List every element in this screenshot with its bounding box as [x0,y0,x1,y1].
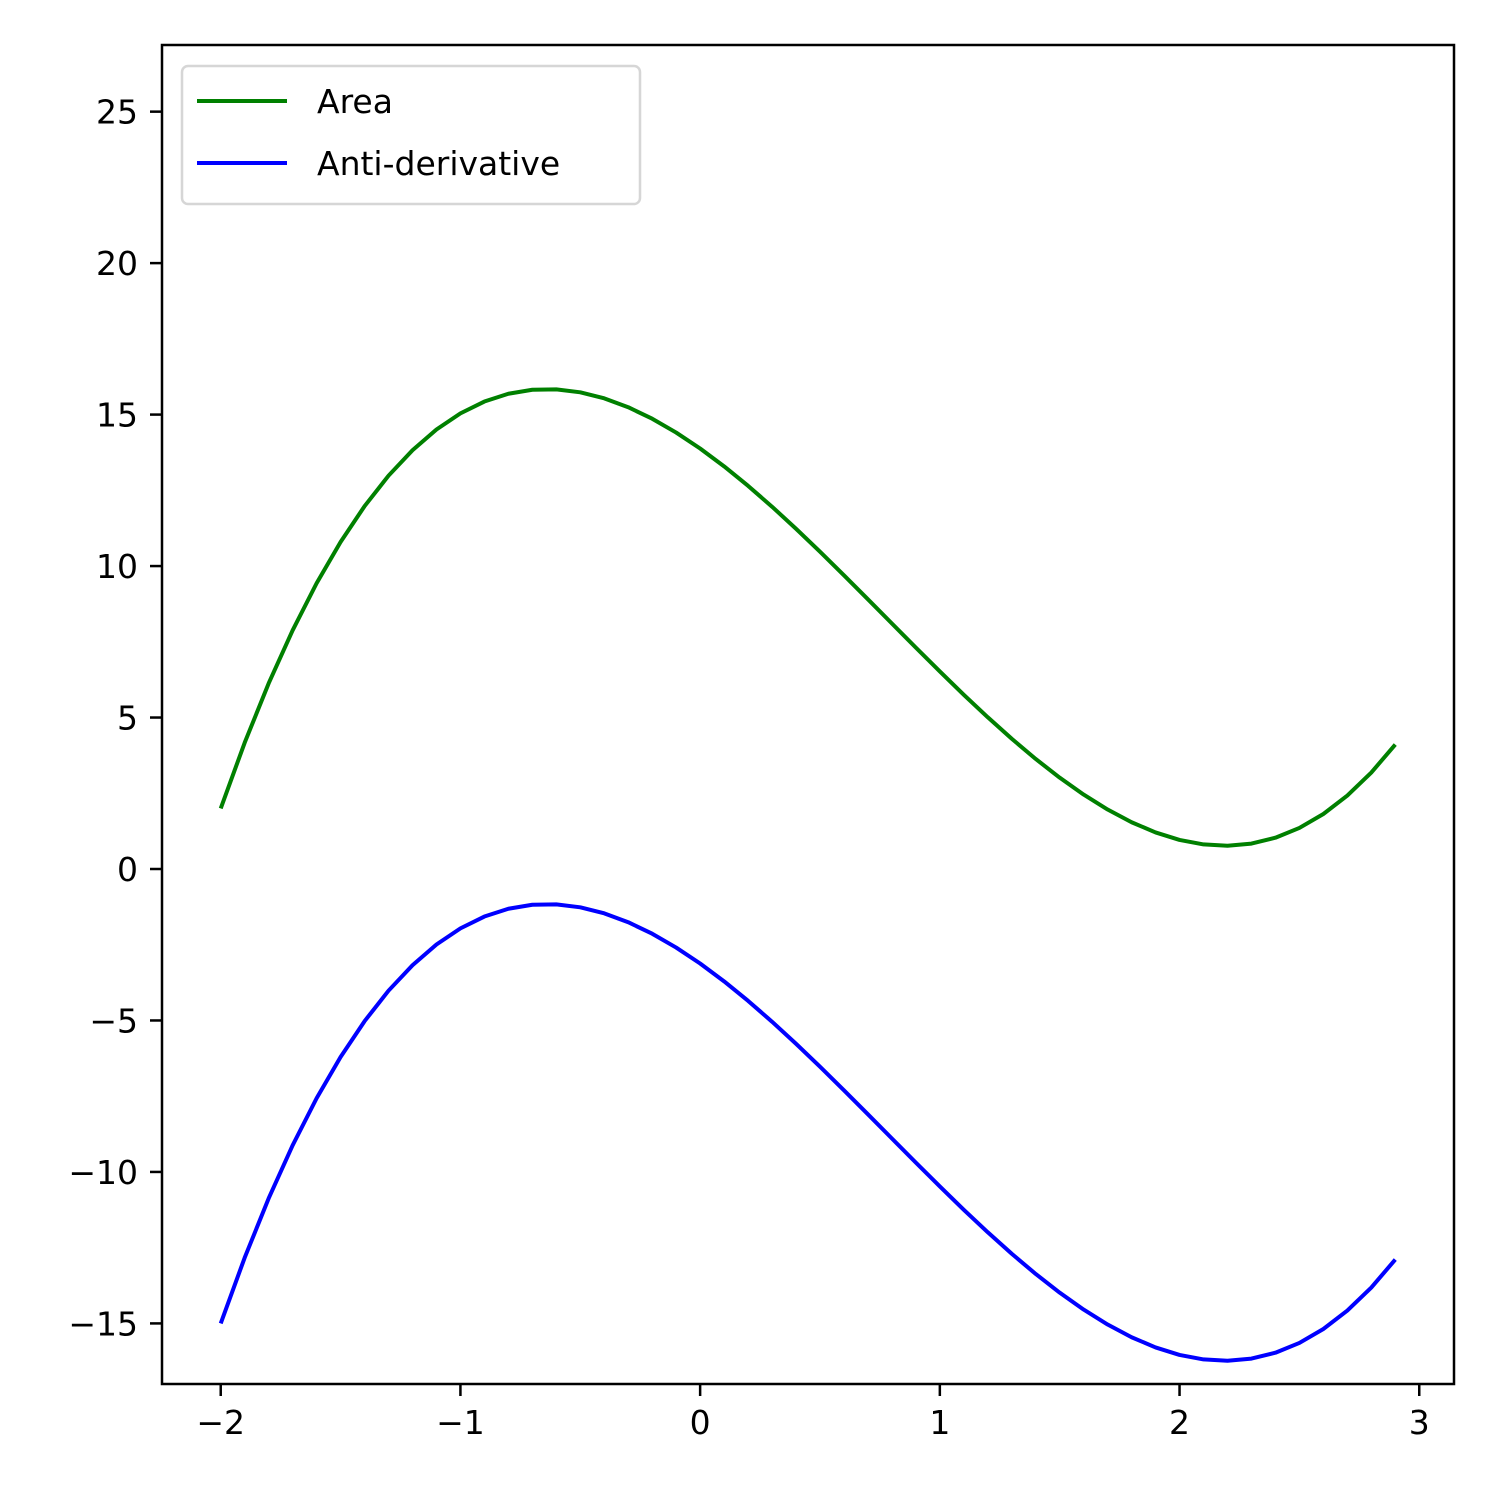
legend-label-0: Area [317,82,393,121]
x-tick-label-0: −2 [196,1403,245,1442]
plot-area [162,45,1454,1384]
y-axis: −15 −10 −5 0 5 10 15 20 25 [68,93,162,1343]
x-tick-label-4: 2 [1169,1403,1190,1442]
y-tick-label-8: 25 [96,93,138,132]
x-axis: −2 −1 0 1 2 3 [196,1384,1430,1442]
y-tick-label-4: 5 [117,699,138,738]
y-tick-label-6: 15 [96,396,138,435]
y-tick-label-2: −5 [89,1001,138,1040]
x-tick-label-1: −1 [436,1403,485,1442]
series-line-1 [218,902,1397,1363]
legend-box [180,64,642,206]
y-tick-label-1: −10 [68,1153,138,1192]
x-tick-label-2: 0 [690,1403,711,1442]
y-tick-label-3: 0 [117,850,138,889]
y-tick-label-0: −15 [68,1304,138,1343]
axes-frame [160,43,1456,1386]
x-tick-label-5: 3 [1409,1403,1430,1442]
series-layer [218,387,1397,1363]
x-tick-label-3: 1 [929,1403,950,1442]
y-tick-label-5: 10 [96,547,138,586]
series-line-0 [218,387,1397,848]
legend: Area Anti-derivative [180,64,642,206]
y-tick-label-7: 20 [96,244,138,283]
legend-label-1: Anti-derivative [317,144,560,183]
